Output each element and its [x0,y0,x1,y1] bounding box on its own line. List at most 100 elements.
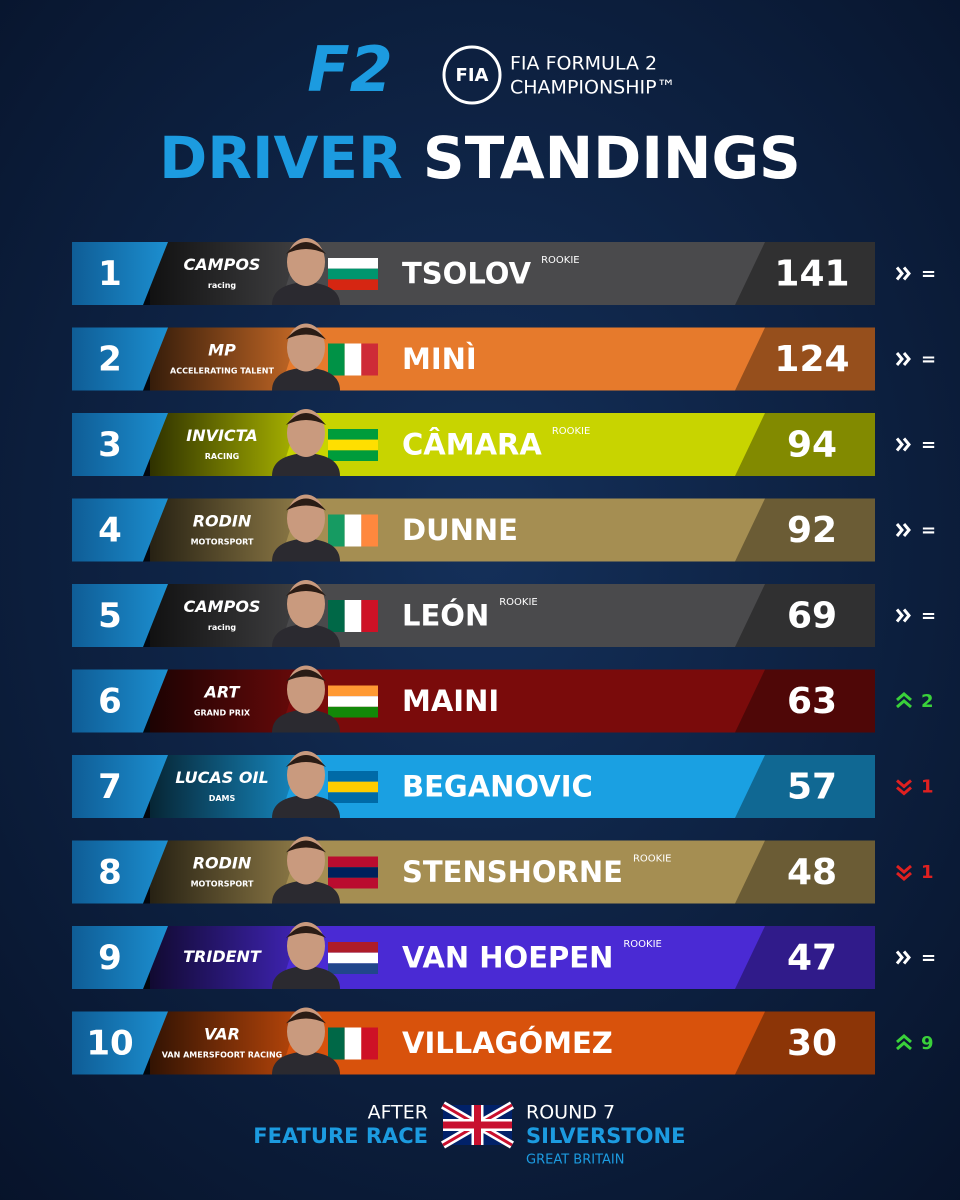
points-panel [735,926,875,989]
position: 2 [98,340,122,380]
driver-hair [286,669,326,682]
flag-stripe [328,867,378,878]
team-name: ACCELERATING TALENT [170,367,274,376]
team-name: CAMPOS [184,597,261,616]
footer-after: AFTER [368,1102,428,1124]
position-change: = [921,948,936,969]
trend-icon [895,950,911,965]
flag-stripe [344,600,362,632]
team-name: MP [208,341,236,360]
rookie-tag: ROOKIE [552,426,591,437]
driver-photo [272,624,340,647]
points: 48 [787,852,837,893]
driver-photo [272,966,340,989]
driver-name: TSOLOV [402,257,532,291]
flag-stripe [328,877,378,889]
position-panel [72,327,168,391]
driver-name: VILLAGÓMEZ [402,1026,613,1060]
flag-stripe [328,952,378,964]
driver-name: STENSHORNE [402,855,623,889]
position-panel [72,242,168,305]
trend-icon [895,352,911,366]
flag-stripe [328,781,378,793]
position-panel [72,1011,168,1075]
team-name: MOTORSPORT [191,880,254,889]
team-name: RODIN [193,854,252,873]
flag-stripe [328,792,378,803]
driver-hair [286,327,326,340]
flag-stripe [328,685,378,697]
position-panel [72,926,168,989]
flag-stripe [328,514,345,547]
footer-venue: SILVERSTONE [526,1124,685,1148]
standing-row: 9 TRIDENT VAN HOEPEN ROOKIE 47 = [72,922,936,989]
position: 3 [98,425,122,465]
flag-stripe [328,258,378,269]
uk-flag [440,1101,515,1149]
flag-stripe [328,439,378,451]
flag-stripe [328,706,378,718]
flag-stripe [328,856,378,868]
flag-stripe [344,343,362,376]
driver-hair [286,755,326,767]
driver-hair [286,498,326,511]
position: 4 [98,511,122,551]
team-name: RODIN [193,512,252,531]
driver-name: MINÌ [402,342,477,376]
team-name: VAN AMERSFOORT RACING [162,1051,282,1060]
flag-stripe [328,600,345,632]
driver-photo [272,282,340,305]
position-change: = [921,435,936,456]
driver-name: DUNNE [402,513,518,547]
position-change: = [921,520,936,541]
position-panel [72,840,168,904]
trend-icon [896,692,912,709]
position-panel [72,498,168,562]
points-panel [735,669,875,733]
flag-stripe [361,343,378,376]
standing-row: 3 INVICTA RACING CÂMARA ROOKIE 94 = [72,409,936,476]
driver-hair [286,1011,326,1024]
points-panel [735,755,875,818]
driver-name: MAINI [402,684,499,718]
points-panel [735,498,875,562]
standing-row: 10 VAR VAN AMERSFOORT RACING VILLAGÓMEZ 30 9 [72,1007,934,1075]
position-change: 1 [921,862,934,883]
f2-logo: F2 [307,33,393,106]
team-name: DAMS [209,794,236,803]
position: 7 [98,767,122,807]
position-change: = [921,349,936,370]
driver-hair [286,926,326,938]
points-panel [735,242,875,305]
flag-stripe [328,942,378,953]
trend-icon [896,779,912,796]
standing-row: 5 CAMPOS racing LEÓN ROOKIE 69 = [72,580,936,647]
flag-stripe [361,1027,378,1060]
position-change: = [921,606,936,627]
team-name: INVICTA [186,426,257,445]
points: 94 [787,425,837,466]
driver-name: BEGANOVIC [402,770,593,804]
team-name: LUCAS OIL [175,768,268,787]
points-panel [735,413,875,476]
trend-icon [895,266,911,281]
driver-hair [286,242,326,254]
team-name: VAR [204,1025,240,1044]
flag-stripe [328,450,378,461]
flag-stripe [344,1027,362,1060]
flag-stripe [328,963,378,974]
position: 10 [86,1024,133,1064]
driver-photo [272,453,340,476]
points-panel [735,840,875,904]
team-panel [130,498,300,562]
driver-name: CÂMARA [402,428,542,462]
trend-icon [895,523,911,537]
points: 63 [787,681,837,722]
points: 141 [774,254,849,295]
standing-row: 2 MP ACCELERATING TALENT MINÌ 124 = [72,323,936,391]
points-panel [735,1011,875,1075]
flag-stripe [328,279,378,290]
rookie-tag: ROOKIE [633,854,672,865]
team-panel [130,584,300,647]
